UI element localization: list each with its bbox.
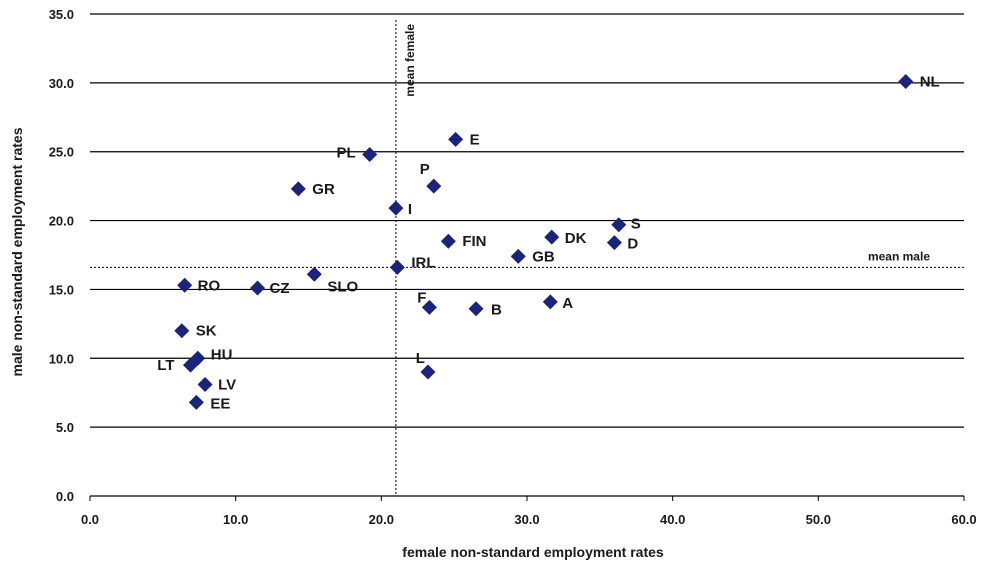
diamond-marker <box>183 357 199 373</box>
diamond-marker <box>250 280 266 296</box>
x-axis-title: female non-standard employment rates <box>402 544 664 560</box>
point-label: PL <box>337 144 356 161</box>
diamond-marker <box>188 394 204 410</box>
y-tick-label: 35.0 <box>49 7 74 22</box>
diamond-marker <box>197 376 213 392</box>
point-label: E <box>470 131 480 148</box>
x-tick-label: 60.0 <box>951 512 976 527</box>
diamond-marker <box>448 131 464 147</box>
y-tick-label: 20.0 <box>49 214 74 229</box>
data-point: SLO <box>306 266 358 295</box>
data-point: IRL <box>389 254 436 275</box>
data-point: FIN <box>440 233 487 250</box>
point-label: P <box>420 161 430 178</box>
reference-lines: mean female mean male <box>90 20 964 496</box>
point-label: HU <box>211 346 233 363</box>
point-label: DK <box>565 230 587 247</box>
data-point: CZ <box>250 280 290 297</box>
y-tick-label: 25.0 <box>49 145 74 160</box>
x-tick-label: 30.0 <box>514 512 539 527</box>
diamond-marker <box>421 299 437 315</box>
mean-male-label: mean male <box>868 249 930 263</box>
x-tick-label: 0.0 <box>81 512 99 527</box>
diamond-marker <box>420 364 436 380</box>
data-point: NL <box>898 73 940 90</box>
data-point: HU <box>190 346 232 366</box>
point-label: CZ <box>270 280 290 297</box>
data-point: F <box>417 289 437 315</box>
data-point: L <box>416 350 436 380</box>
data-point: B <box>468 301 502 319</box>
y-tick-label: 0.0 <box>56 489 74 504</box>
data-point: I <box>388 200 412 218</box>
diamond-marker <box>362 146 378 162</box>
point-label: LT <box>157 357 174 374</box>
diamond-marker <box>174 323 190 339</box>
data-point: A <box>542 294 573 312</box>
y-tick-label: 30.0 <box>49 76 74 91</box>
data-point: SK <box>174 323 217 340</box>
diamond-marker <box>510 248 526 264</box>
data-point: S <box>611 216 641 233</box>
point-label: F <box>417 289 426 306</box>
point-label: NL <box>920 73 940 90</box>
diamond-marker <box>440 233 456 249</box>
diamond-marker <box>606 235 622 251</box>
data-points: NL E PL P GR I S DK FIN D GB IRL SLO RO CZ A F B SK HU LT L LV… <box>157 73 939 412</box>
diamond-marker <box>177 277 193 293</box>
point-label: D <box>627 236 638 253</box>
point-label: GB <box>532 248 555 265</box>
x-tick-label: 10.0 <box>223 512 248 527</box>
diamond-marker <box>468 301 484 317</box>
y-axis-title: male non-standard employment rates <box>9 127 25 376</box>
y-tick-label: 10.0 <box>49 351 74 366</box>
data-point: RO <box>177 277 221 294</box>
data-point: EE <box>188 394 230 412</box>
data-point: GB <box>510 248 555 265</box>
y-tick-label: 5.0 <box>56 420 74 435</box>
data-point: D <box>606 235 638 253</box>
diamond-marker <box>306 266 322 282</box>
point-label: IRL <box>411 254 435 271</box>
data-point: LV <box>197 376 236 393</box>
data-point: P <box>420 161 442 194</box>
point-label: A <box>562 295 573 312</box>
point-label: EE <box>210 395 230 412</box>
point-label: LV <box>218 376 236 393</box>
point-label: GR <box>312 181 335 198</box>
x-tick-label: 50.0 <box>806 512 831 527</box>
data-point: LT <box>157 357 199 374</box>
diamond-marker <box>542 294 558 310</box>
point-label: S <box>631 216 641 233</box>
diamond-marker <box>388 200 404 216</box>
gridlines <box>90 13 964 497</box>
diamond-marker <box>290 181 306 197</box>
data-point: DK <box>544 229 587 247</box>
y-tick-label: 15.0 <box>49 282 74 297</box>
diamond-marker <box>544 229 560 245</box>
point-label: RO <box>198 277 221 294</box>
x-tick-label: 40.0 <box>660 512 685 527</box>
x-tick-label: 20.0 <box>369 512 394 527</box>
diamond-marker <box>898 73 914 89</box>
data-point: GR <box>290 181 335 198</box>
data-point: PL <box>337 144 378 162</box>
mean-female-label: mean female <box>403 24 417 97</box>
diamond-marker <box>611 217 627 233</box>
point-label: SLO <box>327 278 358 295</box>
point-label: FIN <box>462 233 486 250</box>
axis-ticks: 0.0 5.0 10.0 15.0 20.0 25.0 30.0 35.0 0.0 10.0 20.… <box>49 7 977 527</box>
data-point: E <box>448 131 480 148</box>
point-label: I <box>408 201 412 218</box>
point-label: B <box>491 302 502 319</box>
point-label: L <box>416 350 425 367</box>
point-label: SK <box>196 323 217 340</box>
diamond-marker <box>426 178 442 194</box>
diamond-marker <box>389 259 405 275</box>
